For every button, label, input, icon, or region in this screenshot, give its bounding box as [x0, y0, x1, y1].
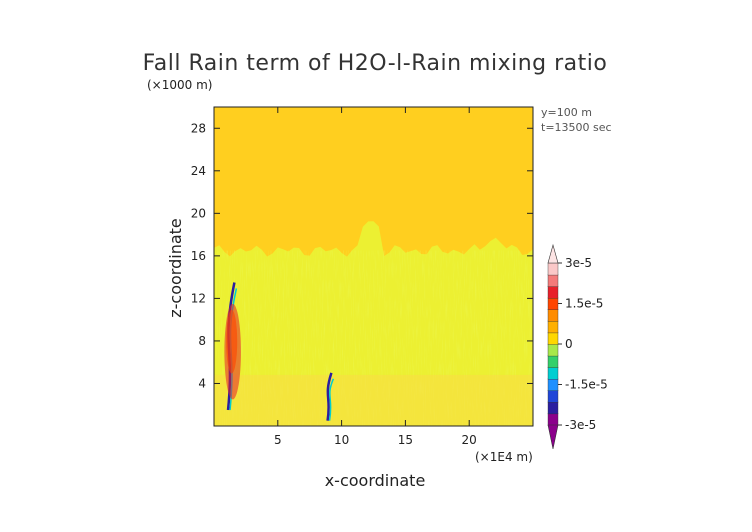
colorbar-min-arrow [547, 424, 559, 450]
x-axis-label: x-coordinate [325, 471, 426, 490]
positive-core [226, 309, 238, 374]
x-tick-label: 5 [274, 433, 282, 447]
y-tick-label: 24 [191, 164, 206, 178]
colorbar-bin [547, 274, 559, 287]
colorbar-label: -1.5e-5 [565, 378, 608, 392]
colorbar: 3e-5 1.5e-5 0 -1.5e-5 -3e-5 [547, 243, 608, 450]
colorbar-max-arrow [547, 243, 559, 264]
annotation-y: y=100 m [541, 106, 592, 119]
colorbar-bin [547, 297, 559, 310]
colorbar-bin [547, 401, 559, 415]
colorbar-bin [547, 332, 559, 345]
colorbar-bin [547, 378, 559, 391]
plot-frame [213, 106, 534, 427]
x-tick-label: 20 [462, 433, 477, 447]
y-axis-label: z-coordinate [166, 218, 185, 318]
colorbar-bin [547, 413, 559, 426]
colorbar-label: -3e-5 [565, 418, 596, 432]
colorbar-bin [547, 320, 559, 334]
chart-title: Fall Rain term of H2O-l-Rain mixing rati… [143, 51, 608, 76]
y-tick-label: 28 [191, 121, 206, 135]
x-tick-label: 10 [334, 433, 349, 447]
surface-band [214, 374, 533, 426]
colorbar-bin [547, 355, 559, 368]
colorbar-bin [547, 390, 559, 403]
colorbar-bin [547, 309, 559, 322]
y-tick-label: 8 [198, 334, 206, 348]
colorbar-label: 3e-5 [565, 256, 592, 270]
x-scale-note: (×1E4 m) [475, 450, 533, 464]
colorbar-label: 0 [565, 337, 573, 351]
colorbar-bin [547, 343, 559, 357]
y-scale-note: (×1000 m) [147, 78, 212, 92]
colorbar-bin [547, 366, 559, 380]
x-axis: 5 10 15 20 [274, 107, 477, 447]
annotation-t: t=13500 sec [541, 121, 612, 134]
cloud-texture [214, 250, 533, 426]
y-tick-label: 20 [191, 206, 206, 220]
negative-streak [326, 372, 333, 421]
y-tick-label: 12 [191, 291, 206, 305]
x-tick-label: 15 [398, 433, 413, 447]
colorbar-bin [547, 285, 559, 299]
negative-streak-edge [328, 378, 335, 421]
y-tick-label: 4 [198, 376, 206, 390]
plot-area [213, 106, 534, 427]
y-tick-label: 16 [191, 249, 206, 263]
y-axis: 4 8 12 16 20 24 28 [191, 121, 533, 390]
colorbar-bin [547, 262, 559, 276]
colorbar-label: 1.5e-5 [565, 297, 603, 311]
field-layer [214, 221, 533, 426]
